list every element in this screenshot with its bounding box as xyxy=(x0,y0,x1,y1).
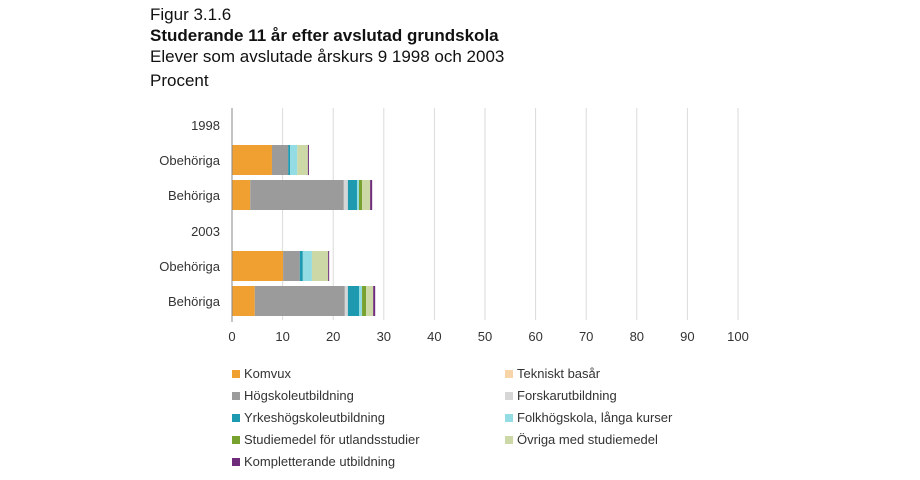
category-label: Obehöriga xyxy=(159,259,220,274)
chart-subtitle: Elever som avslutade årskurs 9 1998 och … xyxy=(150,47,505,66)
legend-item: Studiemedel för utlandsstudier xyxy=(232,432,420,447)
bar-segment-studiemedel-för-utlandsstudier xyxy=(359,180,363,210)
legend-swatch xyxy=(232,435,240,444)
bar-segment-folkhögskola-långa-kurser xyxy=(359,286,363,316)
x-tick-label: 50 xyxy=(478,329,492,344)
bar-segment-forskarutbildning xyxy=(343,180,348,210)
bar-segment-komvux xyxy=(232,251,284,281)
chart-header: Figur 3.1.6 Studerande 11 år efter avslu… xyxy=(150,4,504,91)
legend-swatch xyxy=(232,369,240,378)
bar-segment-folkhögskola-långa-kurser xyxy=(290,145,298,175)
x-tick-label: 70 xyxy=(579,329,593,344)
bar-segment-kompletterande-utbildning xyxy=(328,251,330,281)
category-label: Obehöriga xyxy=(159,153,220,168)
legend-label: Forskarutbildning xyxy=(517,388,617,403)
x-tick-label: 0 xyxy=(228,329,235,344)
legend-item: Högskoleutbildning xyxy=(232,388,354,403)
legend-item: Kompletterande utbildning xyxy=(232,454,395,469)
legend-label: Övriga med studiemedel xyxy=(517,432,658,447)
stacked-bar-chart: 0 10 20 30 40 50 60 70 80 90 100 1998 Obehöriga Behör… xyxy=(159,108,749,344)
category-label: Behöriga xyxy=(168,294,221,309)
legend-swatch xyxy=(505,413,513,422)
bar-segment-forskarutbildning xyxy=(344,286,348,316)
x-tick-label: 10 xyxy=(275,329,289,344)
legend-label: Yrkeshögskoleutbildning xyxy=(244,410,385,425)
legend-swatch xyxy=(505,435,513,444)
bar-segment-yrkeshögskoleutbildning xyxy=(288,145,291,175)
legend-item: Folkhögskola, långa kurser xyxy=(505,410,672,425)
legend-swatch xyxy=(505,391,513,400)
bar-segment-högskoleutbildning xyxy=(283,251,300,281)
x-tick-label: 100 xyxy=(727,329,749,344)
bar-segment-kompletterande-utbildning xyxy=(370,180,373,210)
group-label: 1998 xyxy=(191,118,220,133)
x-tick-label: 90 xyxy=(680,329,694,344)
x-tick-label: 30 xyxy=(377,329,391,344)
legend-label: Tekniskt basår xyxy=(517,366,601,381)
bar-segment-studiemedel-för-utlandsstudier xyxy=(362,286,367,316)
x-tick-label: 60 xyxy=(528,329,542,344)
legend-swatch xyxy=(232,391,240,400)
bar-segment-folkhögskola-långa-kurser xyxy=(302,251,312,281)
x-tick-label: 40 xyxy=(427,329,441,344)
legend-label: Folkhögskola, långa kurser xyxy=(517,410,673,425)
legend-item: Yrkeshögskoleutbildning xyxy=(232,410,385,425)
figure-label: Figur 3.1.6 xyxy=(150,5,232,24)
x-tick-label: 20 xyxy=(326,329,340,344)
bar-segment-komvux xyxy=(232,180,251,210)
group-label: 2003 xyxy=(191,224,220,239)
legend-label: Komvux xyxy=(244,366,291,381)
bar-segment-övriga-med-studiemedel xyxy=(311,251,329,281)
bar-segment-högskoleutbildning xyxy=(254,286,345,316)
legend-item: Komvux xyxy=(232,366,291,381)
legend-swatch xyxy=(232,413,240,422)
bar-segment-övriga-med-studiemedel xyxy=(366,286,374,316)
legend-label: Högskoleutbildning xyxy=(244,388,354,403)
legend-item: Övriga med studiemedel xyxy=(505,432,658,447)
legend-label: Kompletterande utbildning xyxy=(244,454,396,469)
legend-label: Studiemedel för utlandsstudier xyxy=(244,432,420,447)
bar-segment-komvux xyxy=(232,145,272,175)
bar-segment-högskoleutbildning xyxy=(250,180,344,210)
legend-item: Forskarutbildning xyxy=(505,388,617,403)
chart-title: Studerande 11 år efter avslutad grundsko… xyxy=(150,26,499,45)
category-label: Behöriga xyxy=(168,188,221,203)
bar-segment-högskoleutbildning xyxy=(271,145,289,175)
bar-segment-yrkeshögskoleutbildning xyxy=(347,180,357,210)
bar-segment-övriga-med-studiemedel xyxy=(362,180,371,210)
legend-swatch xyxy=(505,369,513,378)
bar-segment-kompletterande-utbildning xyxy=(307,145,309,175)
legend-swatch xyxy=(232,457,240,466)
x-tick-label: 80 xyxy=(630,329,644,344)
bar-segment-övriga-med-studiemedel xyxy=(297,145,308,175)
unit-label: Procent xyxy=(150,71,209,90)
bar-segment-komvux xyxy=(232,286,255,316)
legend-item: Tekniskt basår xyxy=(505,366,600,381)
bar-segment-folkhögskola-långa-kurser xyxy=(356,180,360,210)
bar-segment-yrkeshögskoleutbildning xyxy=(299,251,303,281)
bar-segment-kompletterande-utbildning xyxy=(373,286,376,316)
bar-segment-yrkeshögskoleutbildning xyxy=(347,286,360,316)
